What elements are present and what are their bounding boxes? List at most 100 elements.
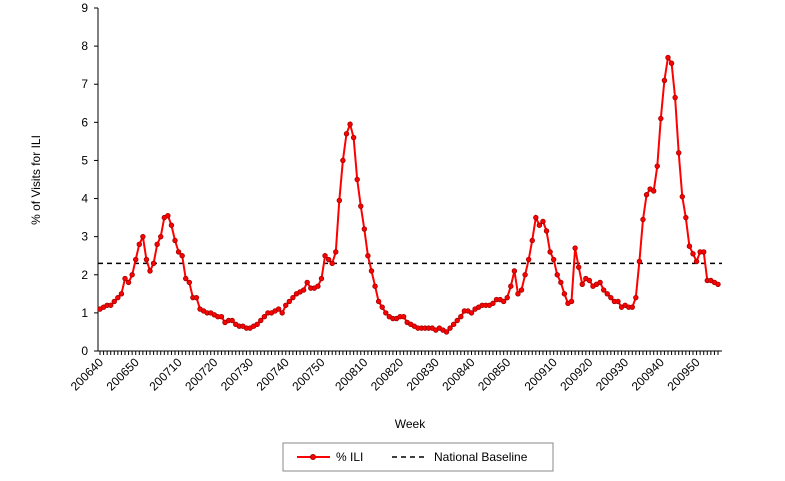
data-point	[218, 314, 225, 320]
data-point	[347, 121, 353, 127]
data-point	[701, 249, 707, 255]
data-point	[158, 233, 164, 240]
data-point	[365, 253, 371, 259]
data-point	[450, 321, 457, 328]
data-point	[633, 294, 639, 301]
data-point	[108, 302, 114, 308]
data-point	[147, 268, 153, 274]
data-point	[536, 222, 543, 228]
data-point	[586, 277, 593, 284]
data-point	[508, 283, 514, 289]
y-tick-label: 6	[81, 115, 88, 129]
data-point	[640, 216, 646, 223]
x-tick-label: 200740	[254, 355, 292, 393]
legend-label: % ILI	[336, 450, 363, 464]
data-point	[122, 275, 128, 282]
data-point	[354, 176, 360, 183]
data-point	[115, 294, 121, 301]
data-point	[261, 314, 268, 320]
data-point	[575, 264, 582, 270]
x-tick-label: 200920	[557, 355, 595, 393]
x-tick-label: 200830	[404, 355, 442, 393]
data-point	[168, 222, 175, 228]
data-point	[572, 245, 578, 251]
data-point	[554, 272, 560, 278]
data-point	[375, 298, 382, 305]
data-point	[604, 291, 610, 297]
data-point	[490, 300, 496, 307]
data-point	[383, 310, 389, 316]
data-point	[686, 243, 693, 249]
data-point	[400, 314, 407, 320]
data-point	[654, 163, 660, 169]
data-point	[522, 272, 528, 278]
series-line	[99, 54, 719, 334]
data-point	[111, 298, 117, 305]
data-point	[179, 253, 185, 259]
data-point	[668, 60, 675, 66]
data-point	[329, 260, 335, 267]
data-point	[550, 256, 557, 263]
data-point	[458, 314, 464, 320]
data-point	[133, 256, 139, 263]
y-tick-label: 8	[81, 39, 88, 53]
data-point	[693, 258, 700, 265]
data-point	[333, 249, 339, 255]
data-point	[511, 268, 518, 274]
data-point	[558, 279, 564, 286]
data-point	[661, 77, 668, 84]
data-point	[254, 321, 260, 328]
data-point	[286, 298, 293, 305]
x-tick-label: 200810	[332, 355, 370, 393]
legend-marker	[310, 454, 316, 460]
x-axis-label: Week	[395, 417, 426, 431]
data-point	[283, 302, 289, 308]
data-point	[608, 294, 614, 301]
data-point	[629, 304, 635, 310]
data-point	[129, 272, 135, 278]
x-tick-label: 200710	[146, 355, 184, 393]
data-point	[636, 258, 643, 265]
y-tick-label: 0	[81, 344, 88, 358]
data-point	[193, 294, 200, 301]
data-point	[568, 298, 575, 305]
data-point	[683, 214, 689, 221]
data-point	[454, 317, 460, 324]
data-point	[547, 249, 553, 255]
data-point	[358, 203, 364, 209]
data-point	[154, 241, 160, 247]
data-point	[300, 287, 307, 293]
data-point	[175, 249, 182, 255]
x-tick-label: 200840	[439, 355, 477, 393]
data-point	[540, 218, 546, 225]
y-tick-label: 7	[81, 77, 88, 91]
data-point	[150, 260, 157, 267]
data-point	[165, 213, 171, 219]
data-point	[143, 256, 150, 263]
x-tick-label: 200940	[629, 355, 667, 393]
data-point	[343, 131, 350, 137]
data-point	[379, 304, 385, 310]
x-tick-label: 200820	[368, 355, 406, 393]
data-point	[529, 237, 535, 244]
data-point	[676, 150, 682, 156]
data-point	[447, 325, 453, 331]
data-point	[504, 294, 510, 301]
y-tick-label: 3	[81, 230, 88, 244]
x-tick-label: 200720	[182, 355, 220, 393]
data-point	[140, 233, 146, 240]
data-point	[372, 283, 378, 289]
x-tick-label: 200950	[664, 355, 702, 393]
data-point	[443, 329, 450, 335]
data-point	[515, 291, 521, 297]
data-point	[561, 291, 568, 297]
data-point	[350, 134, 357, 141]
data-point	[597, 279, 603, 286]
data-point	[658, 115, 664, 122]
y-tick-label: 9	[81, 1, 88, 15]
x-tick-label: 200650	[104, 355, 142, 393]
x-tick-label: 200750	[289, 355, 327, 393]
data-point	[125, 279, 132, 286]
data-point	[543, 228, 550, 234]
